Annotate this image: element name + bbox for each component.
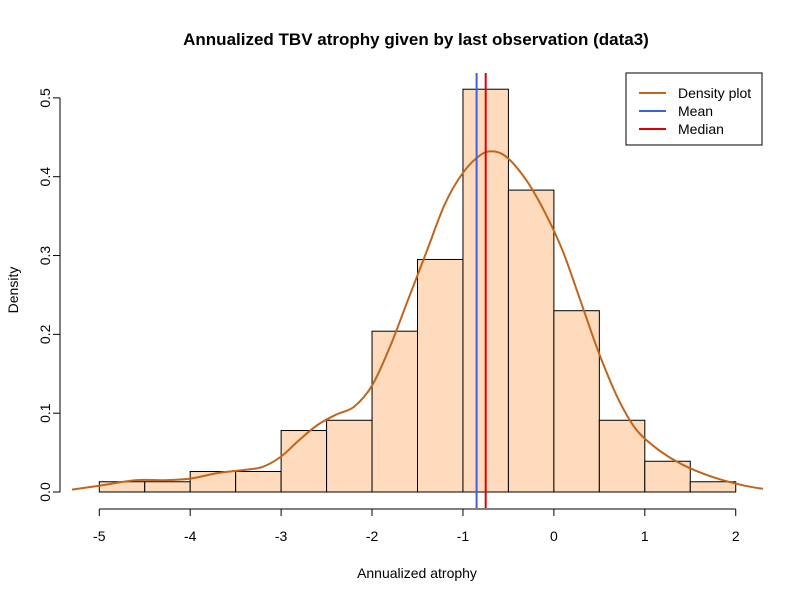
histogram-bar	[507, 189, 555, 493]
x-tick-label: 2	[732, 528, 740, 544]
chart-title: Annualized TBV atrophy given by last obs…	[183, 30, 649, 49]
reference-lines	[475, 73, 487, 508]
y-tick-label: 0.2	[37, 324, 53, 344]
y-axis-label: Density	[5, 267, 21, 314]
legend-box	[625, 72, 763, 146]
x-tick-label: -5	[93, 528, 106, 544]
histogram-bar	[553, 310, 600, 493]
histogram-bars	[98, 88, 737, 493]
histogram-bar	[326, 419, 373, 493]
density-layer	[71, 150, 764, 491]
y-tick-label: 0.0	[37, 482, 53, 502]
legend-label: Density plot	[678, 85, 751, 101]
x-tick-label: -3	[275, 528, 288, 544]
histogram-bar	[417, 258, 464, 493]
x-tick-label: -1	[457, 528, 470, 544]
x-tick-label: -2	[366, 528, 379, 544]
legend-label: Mean	[678, 103, 713, 119]
x-tick-label: 1	[641, 528, 649, 544]
histogram-bar	[644, 460, 691, 493]
density-curve	[71, 150, 764, 491]
y-tick-label: 0.1	[37, 403, 53, 423]
legend-label: Median	[678, 121, 724, 137]
y-tick-label: 0.4	[37, 167, 53, 187]
legend: Density plot Mean Median	[625, 72, 763, 146]
y-axis: 0.0 0.1 0.2 0.3 0.4 0.5	[37, 88, 61, 502]
histogram-bar	[371, 330, 418, 493]
x-tick-label: 0	[550, 528, 558, 544]
histogram-bar	[144, 481, 191, 493]
histogram-bar	[98, 481, 146, 493]
histogram-bar	[280, 430, 328, 493]
x-axis: -5 -4 -3 -2 -1 0 1 2	[93, 508, 740, 544]
y-tick-label: 0.5	[37, 88, 53, 108]
histogram-bar	[689, 481, 737, 493]
x-tick-label: -4	[184, 528, 197, 544]
histogram-bar	[235, 471, 282, 493]
y-tick-label: 0.3	[37, 246, 53, 266]
x-axis-label: Annualized atrophy	[357, 565, 477, 581]
